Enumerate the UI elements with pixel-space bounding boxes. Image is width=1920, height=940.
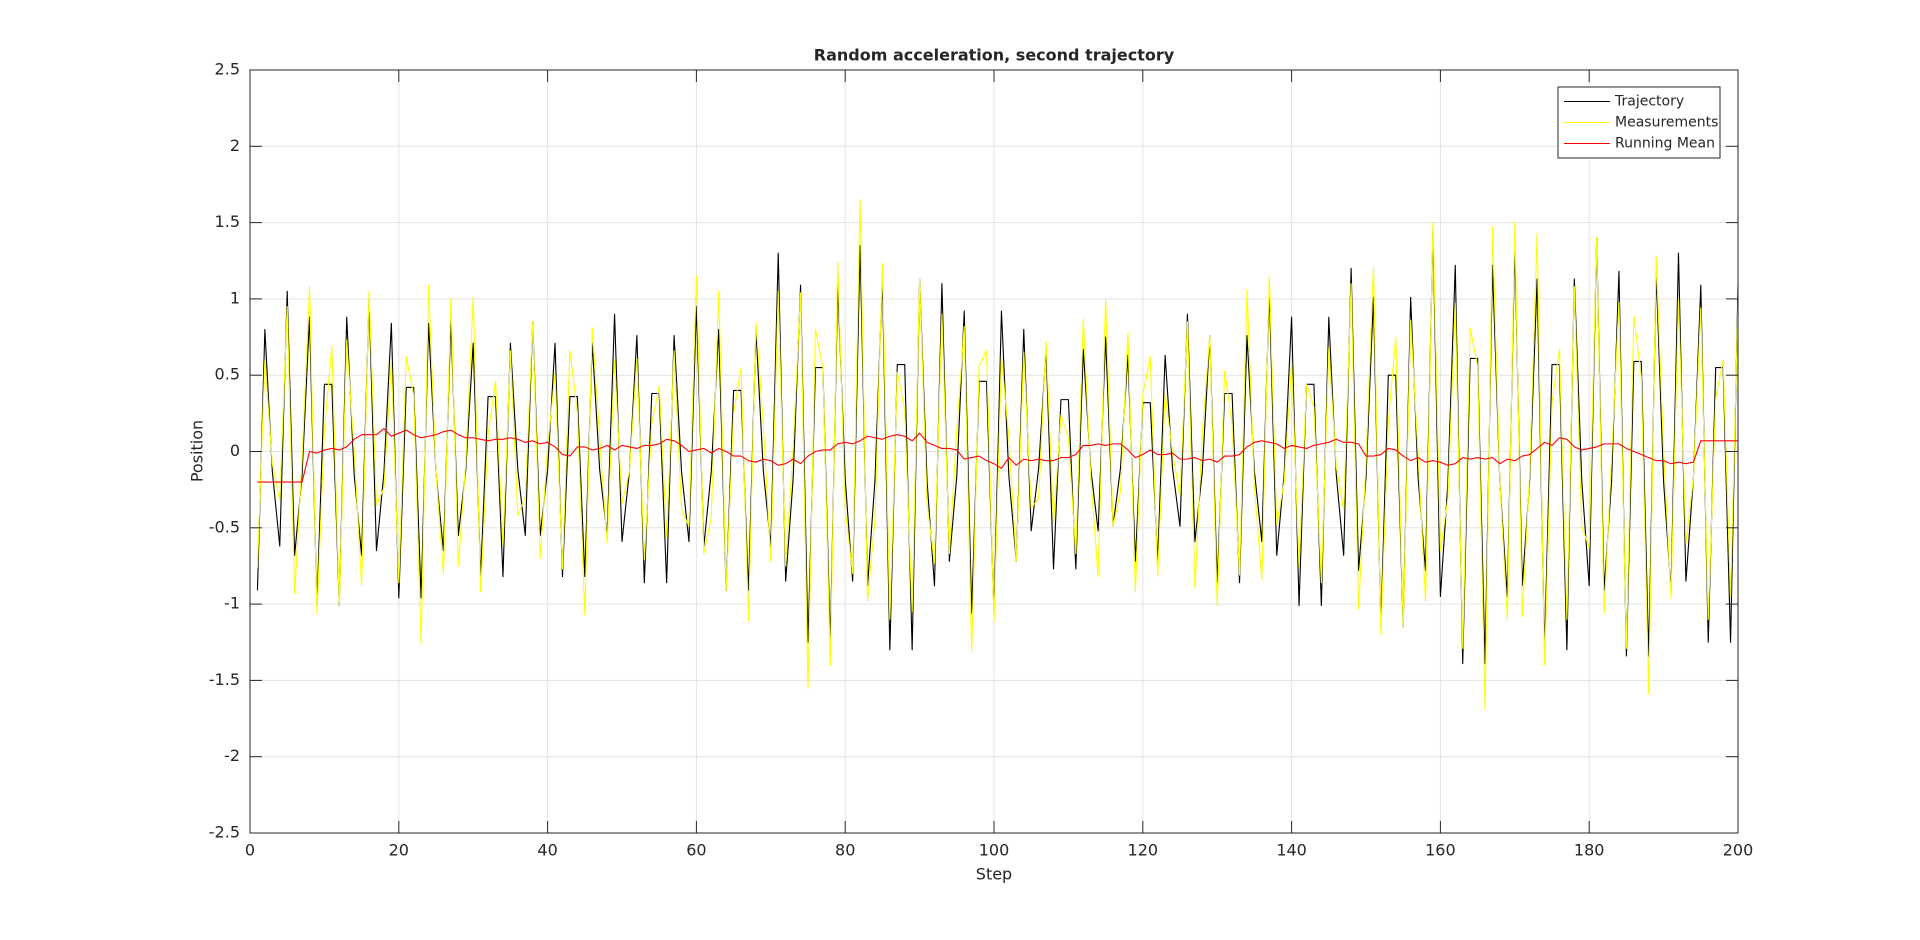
x-tick-label: 200 <box>1723 841 1754 860</box>
y-tick-label: -1.5 <box>209 670 240 689</box>
y-tick-label: 1 <box>230 288 240 307</box>
y-tick-label: -2 <box>224 746 240 765</box>
y-tick-label: -2.5 <box>209 823 240 842</box>
x-tick-label: 40 <box>537 841 557 860</box>
x-tick-label: 20 <box>389 841 409 860</box>
series-line <box>256 199 1739 710</box>
y-tick-label: 0 <box>230 441 240 460</box>
y-axis-label: Position <box>188 420 207 482</box>
x-axis-label: Step <box>976 865 1012 884</box>
series-line <box>257 428 1738 483</box>
y-tick-label: 1.5 <box>215 212 240 231</box>
y-tick-label: 2 <box>230 136 240 155</box>
y-tick-label: 2.5 <box>215 60 240 79</box>
x-tick-label: 160 <box>1425 841 1456 860</box>
y-tick-label: 0.5 <box>215 365 240 384</box>
x-tick-label: 120 <box>1128 841 1159 860</box>
y-tick-label: -1 <box>224 594 240 613</box>
x-tick-label: 80 <box>835 841 855 860</box>
x-tick-label: 140 <box>1276 841 1307 860</box>
legend-label: Trajectory <box>1614 94 1684 110</box>
legend-label: Running Mean <box>1615 136 1715 152</box>
x-tick-label: 180 <box>1574 841 1605 860</box>
x-tick-label: 0 <box>245 841 255 860</box>
legend-label: Measurements <box>1615 115 1718 131</box>
x-tick-label: 60 <box>686 841 706 860</box>
chart-title: Random acceleration, second trajectory <box>814 46 1175 65</box>
x-tick-label: 100 <box>979 841 1010 860</box>
y-tick-label: -0.5 <box>209 517 240 536</box>
